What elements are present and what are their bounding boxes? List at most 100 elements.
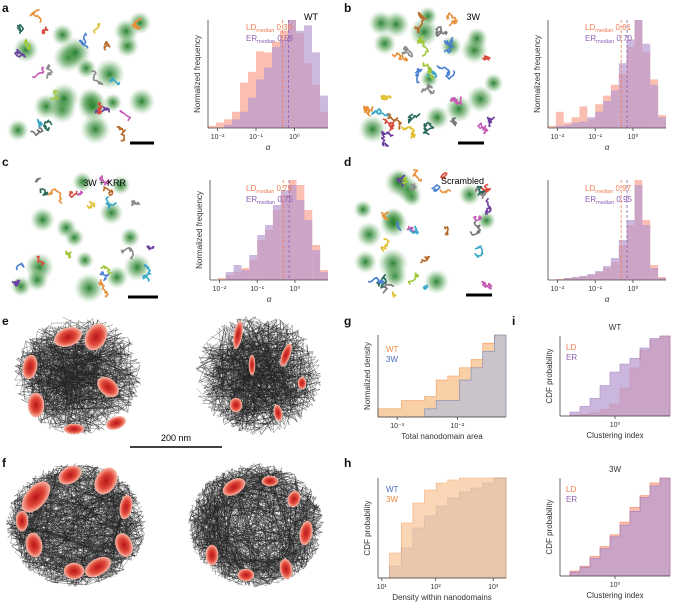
legend-entry: LDmedian 0.30	[246, 23, 293, 34]
nanodomain	[233, 320, 243, 350]
y-axis-label: Normalized frequency	[195, 191, 204, 269]
trajectory	[407, 113, 421, 124]
x-axis-label: α	[267, 295, 272, 304]
trajectory	[443, 37, 454, 54]
trajectory	[484, 197, 492, 215]
cluster-spot	[373, 31, 397, 56]
cluster-spot	[120, 227, 141, 248]
bar-er	[304, 25, 312, 128]
x-tick-label: 10⁻²	[551, 134, 565, 141]
trajectory	[414, 68, 423, 84]
trajectory	[30, 126, 44, 137]
bar-er	[587, 117, 596, 128]
bar-ld	[208, 125, 216, 128]
trajectory	[436, 64, 456, 80]
trajectory	[41, 26, 49, 35]
x-tick-label: 10⁻²	[551, 286, 565, 293]
bar-er	[320, 95, 328, 128]
trajectory	[376, 274, 387, 289]
nanodomain	[21, 481, 51, 513]
x-tick-label: 10²	[431, 584, 442, 591]
y-axis-label: CDF probability	[545, 348, 554, 403]
nanodomain-map-e	[14, 316, 322, 435]
nanodomain	[237, 568, 255, 582]
panel-label-h: h	[344, 456, 351, 470]
nanodomain	[84, 323, 108, 351]
cluster-spot	[377, 247, 409, 279]
bar-er	[634, 20, 643, 128]
y-axis-label: CDF probability	[363, 500, 372, 555]
bar-ld	[216, 122, 224, 128]
histogram-b: 10⁻² 10⁻¹ 10⁰ α Normalized frequency LDmedian…	[533, 20, 666, 152]
trajectory	[370, 108, 392, 119]
nanodomain	[58, 465, 82, 485]
legend-entry: ERmedian 0.95	[585, 195, 633, 206]
cluster-spot	[123, 253, 152, 282]
image-title-scrambled: Scrambled	[441, 176, 484, 186]
bar-er	[563, 278, 572, 280]
trajectory	[476, 185, 486, 197]
trajectory	[426, 66, 438, 79]
legend-entry: ER	[566, 495, 577, 504]
x-tick-label: 10⁻¹	[249, 134, 263, 141]
chart-title: WT	[609, 323, 622, 332]
nanodomain	[248, 354, 256, 376]
trajectory-image-wt	[6, 9, 156, 145]
trajectory	[142, 263, 152, 283]
trajectory	[445, 12, 458, 27]
cluster-spot	[73, 272, 105, 304]
x-axis-label: Total nanodomain area	[401, 432, 483, 441]
trajectory	[380, 211, 389, 221]
cluster-spot	[384, 168, 413, 197]
trajectory	[29, 9, 42, 24]
trajectory	[47, 188, 63, 205]
bar-er	[257, 235, 266, 280]
trajectory-image-3w-krr	[10, 171, 155, 304]
trajectory	[391, 291, 397, 298]
trajectory	[90, 70, 104, 86]
x-tick-label: 10⁻²	[450, 423, 464, 430]
legend-entry: LD	[566, 485, 576, 494]
trajectory	[131, 199, 141, 207]
trajectory	[98, 279, 109, 298]
trajectory	[102, 186, 114, 197]
trajectory	[401, 177, 408, 185]
bar-ld	[548, 125, 556, 128]
nanodomain	[222, 478, 246, 496]
trajectory	[417, 35, 430, 57]
cluster-spot	[476, 210, 496, 230]
cluster-spot	[353, 250, 378, 274]
trajectory	[36, 255, 45, 266]
legend-entry: 3W	[386, 495, 398, 504]
bar-er	[241, 270, 250, 280]
trajectory	[103, 40, 111, 51]
trajectory	[45, 64, 53, 79]
trajectory	[93, 22, 101, 34]
trajectory	[68, 190, 78, 199]
legend-entry: LDmedian 0.79	[246, 184, 293, 195]
trajectory	[414, 11, 427, 34]
trajectory-image-scrambled	[353, 168, 496, 298]
bar-ld	[579, 106, 588, 128]
trajectory	[32, 66, 45, 79]
cluster-spot	[358, 115, 387, 144]
x-tick-label: 10⁻¹	[588, 286, 602, 293]
trajectory	[422, 284, 429, 290]
trajectory	[94, 106, 110, 114]
bar-er	[571, 122, 580, 128]
trajectory	[475, 186, 487, 200]
legend-entry: LDmedian 0.97	[585, 184, 632, 195]
bar-er	[296, 30, 304, 128]
legend-entry: ERmedian 0.70	[585, 34, 633, 45]
bar-er	[587, 274, 596, 280]
trajectory	[120, 247, 134, 260]
trajectory	[146, 245, 155, 251]
y-axis-label: Normalized density	[363, 342, 372, 410]
cluster-spot	[128, 11, 152, 35]
trajectory	[422, 62, 435, 80]
bar-er	[563, 124, 572, 128]
nanodomain	[229, 397, 243, 413]
bar-er	[642, 43, 651, 129]
bar-ld	[555, 111, 564, 128]
